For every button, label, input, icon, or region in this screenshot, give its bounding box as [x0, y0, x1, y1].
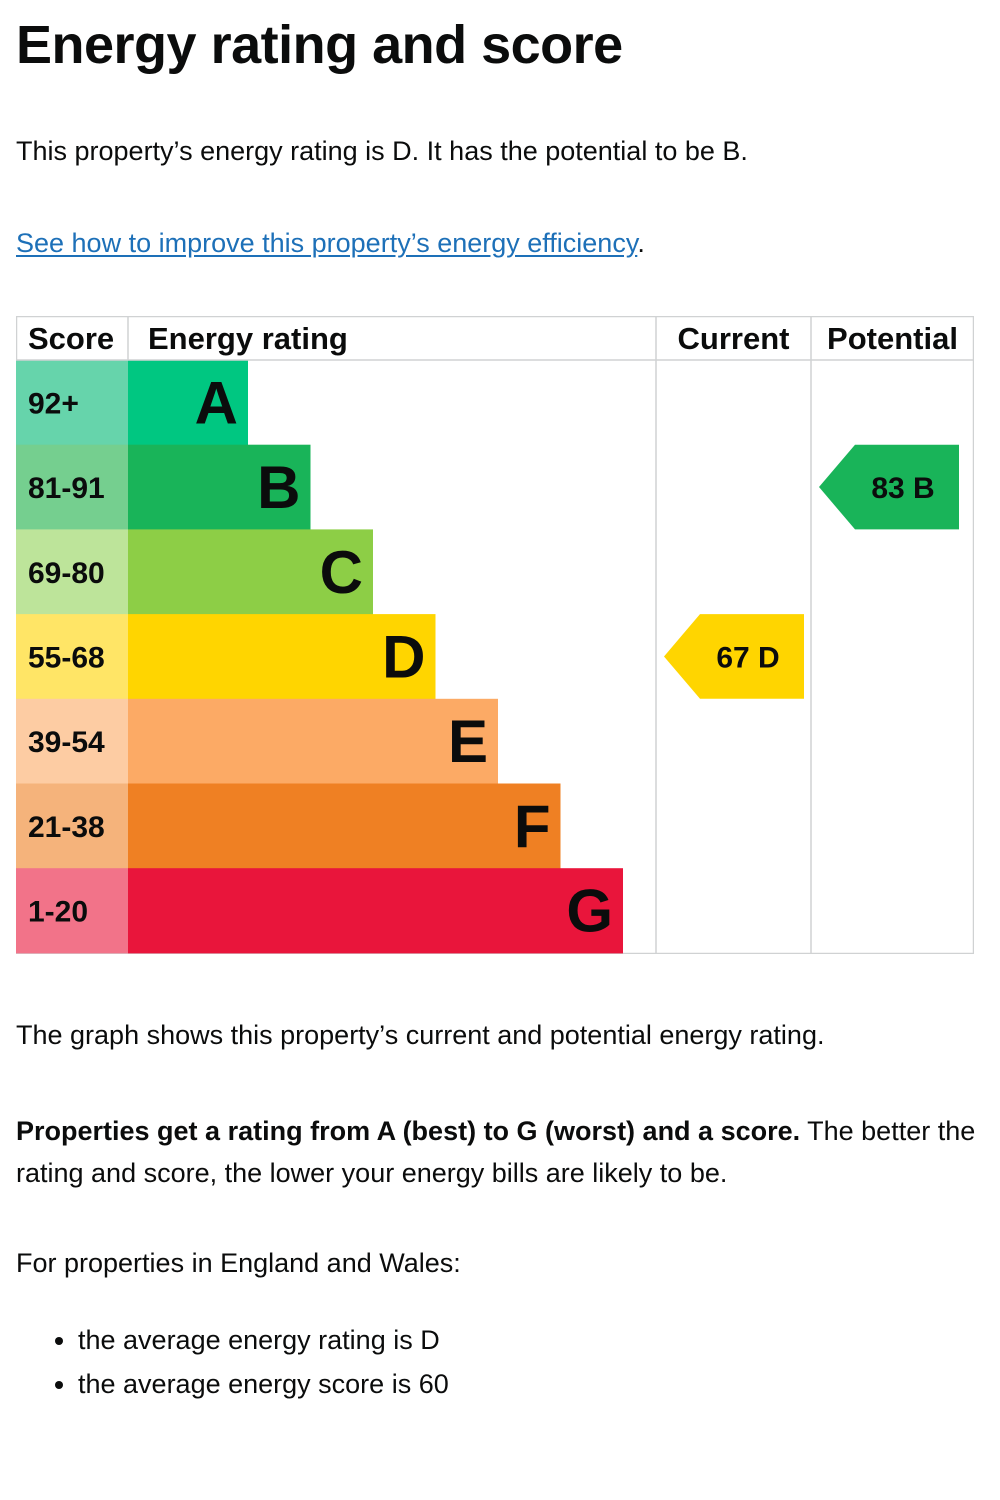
band-bar-f — [128, 783, 561, 869]
band-bar-d — [128, 614, 436, 700]
current-rating-arrow — [664, 614, 804, 699]
current-rating-arrow-label: 67 D — [716, 641, 779, 674]
potential-rating-arrow-label: 83 B — [871, 472, 934, 505]
header-score: Score — [28, 321, 114, 356]
band-letter-g: G — [566, 878, 613, 945]
score-range-c: 69-80 — [28, 557, 105, 590]
score-cell-d — [16, 614, 128, 700]
band-letter-b: B — [257, 454, 300, 521]
averages-list: the average energy rating is D the avera… — [16, 1318, 449, 1406]
header-energy-rating: Energy rating — [148, 321, 348, 356]
score-cell-f — [16, 783, 128, 869]
header-potential: Potential — [827, 321, 958, 356]
band-letter-c: C — [320, 539, 363, 606]
band-bar-e — [128, 698, 498, 784]
band-letter-a: A — [195, 369, 238, 436]
intro-text: This property’s energy rating is D. It h… — [16, 136, 748, 166]
score-range-d: 55-68 — [28, 641, 105, 674]
score-cell-a — [16, 360, 128, 446]
regional-intro: For properties in England and Wales: — [16, 1248, 461, 1278]
score-range-g: 1-20 — [28, 896, 88, 929]
rating-explanation: Properties get a rating from A (best) to… — [16, 1110, 976, 1194]
header-current: Current — [678, 321, 790, 356]
score-range-e: 39-54 — [28, 726, 105, 759]
potential-rating-arrow — [819, 444, 959, 530]
score-cell-c — [16, 529, 128, 615]
score-range-a: 92+ — [28, 387, 79, 420]
improve-paragraph: See how to improve this property’s energ… — [16, 228, 645, 259]
energy-rating-chart: Score Energy rating Current Potential 92+ A 81… — [16, 316, 974, 954]
score-cell-b — [16, 444, 128, 530]
average-rating-item: the average energy rating is D — [78, 1318, 449, 1362]
rating-explanation-bold: Properties get a rating from A (best) to… — [16, 1116, 801, 1146]
score-cell-g — [16, 868, 128, 954]
score-range-b: 81-91 — [28, 472, 105, 505]
band-letter-d: D — [382, 623, 425, 690]
score-cell-e — [16, 698, 128, 784]
page-title: Energy rating and score — [16, 15, 623, 75]
improve-link[interactable]: See how to improve this property’s energ… — [16, 228, 638, 258]
score-range-f: 21-38 — [28, 811, 105, 844]
band-letter-f: F — [514, 793, 551, 860]
band-bar-c — [128, 529, 373, 615]
band-letter-e: E — [448, 708, 488, 775]
band-bar-g — [128, 868, 623, 954]
rating-explanation-rest: The better the rating and score, the low… — [16, 1116, 976, 1188]
graph-note: The graph shows this property’s current … — [16, 1020, 825, 1050]
band-bar-b — [128, 444, 311, 530]
average-score-item: the average energy score is 60 — [78, 1362, 449, 1406]
band-bar-a — [128, 360, 248, 446]
improve-suffix: . — [637, 228, 645, 258]
